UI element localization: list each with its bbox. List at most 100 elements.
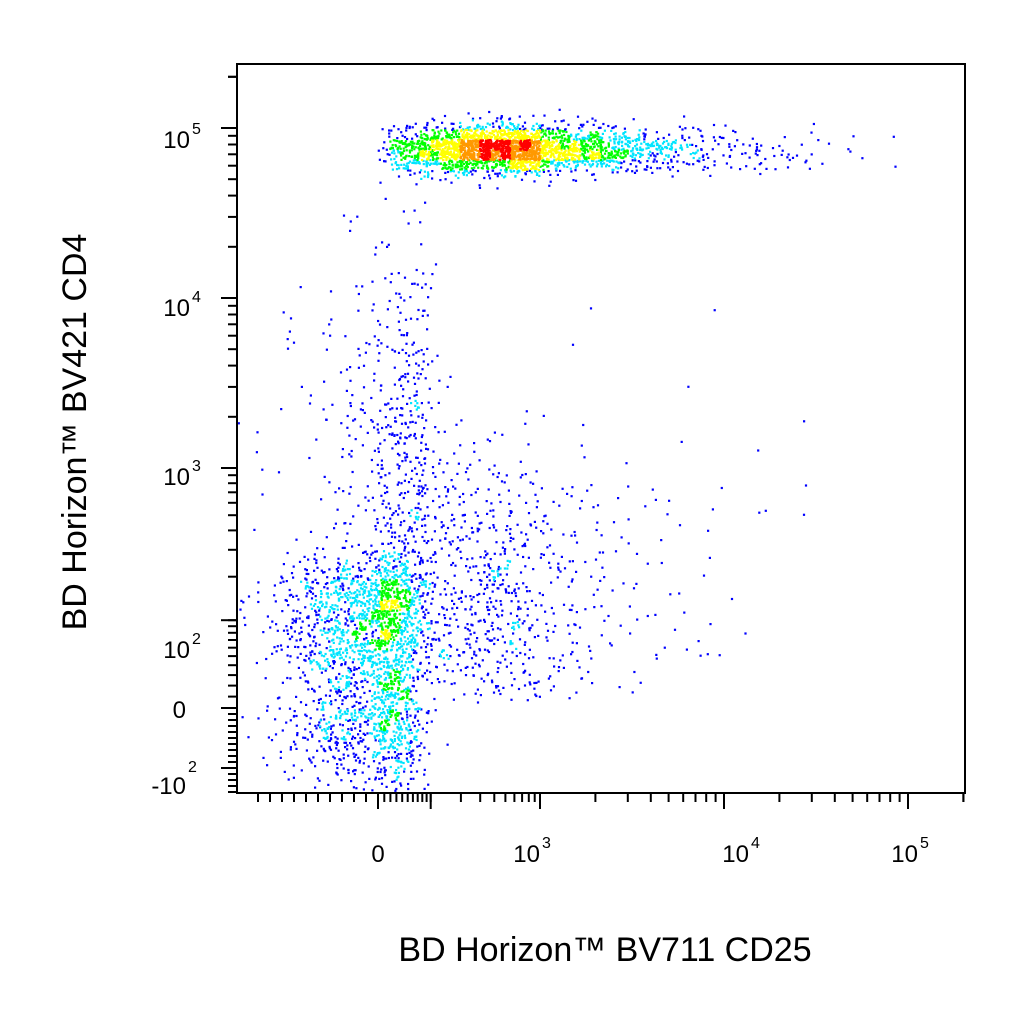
data-point: [593, 606, 596, 609]
data-point: [368, 556, 371, 559]
data-point: [461, 135, 464, 138]
data-point: [695, 151, 698, 154]
data-point: [365, 632, 368, 636]
data-point: [382, 615, 385, 618]
data-point: [652, 144, 656, 147]
data-point: [407, 642, 410, 646]
data-point: [340, 608, 343, 611]
data-point: [380, 598, 384, 602]
data-point: [351, 394, 354, 397]
data-point: [646, 562, 649, 565]
data-point: [644, 133, 647, 136]
data-point: [392, 683, 395, 686]
data-point: [295, 714, 298, 718]
data-point: [517, 624, 520, 627]
data-point: [529, 137, 532, 140]
data-point: [421, 583, 424, 586]
data-point: [288, 330, 291, 333]
data-point: [415, 390, 418, 393]
data-point: [372, 604, 375, 607]
data-point: [483, 571, 486, 574]
data-point: [374, 253, 377, 256]
data-point: [407, 787, 410, 791]
data-point: [398, 597, 401, 600]
data-point: [362, 581, 365, 584]
data-point: [373, 691, 376, 694]
data-point: [415, 183, 418, 186]
data-point: [326, 737, 329, 740]
data-point: [354, 769, 357, 772]
data-point: [269, 626, 272, 629]
data-point: [494, 172, 497, 175]
data-point: [580, 129, 583, 132]
data-point: [546, 522, 549, 525]
data-point: [629, 154, 632, 157]
data-point: [363, 709, 366, 712]
data-point: [311, 735, 314, 738]
data-point: [571, 578, 574, 581]
data-point: [361, 285, 364, 288]
data-point: [415, 738, 418, 742]
data-point: [686, 145, 689, 148]
data-point: [658, 146, 661, 149]
data-point: [356, 589, 359, 592]
data-point: [426, 448, 430, 451]
data-point: [357, 292, 360, 296]
data-point: [380, 605, 383, 608]
data-point: [424, 283, 427, 286]
data-point: [431, 156, 434, 159]
data-point: [341, 724, 344, 727]
data-point: [414, 573, 417, 576]
data-point: [393, 623, 396, 626]
data-point: [680, 146, 683, 149]
data-point: [330, 618, 333, 621]
data-point: [552, 141, 555, 144]
data-point: [481, 125, 484, 128]
data-point: [367, 578, 370, 581]
data-point: [314, 645, 317, 648]
data-point: [758, 163, 761, 166]
data-point: [280, 648, 283, 651]
data-point: [322, 408, 325, 411]
data-point: [362, 706, 365, 709]
data-point: [521, 473, 524, 477]
data-point: [443, 114, 447, 118]
data-point: [351, 582, 354, 585]
data-point: [503, 159, 506, 162]
data-point: [398, 712, 401, 715]
data-point: [433, 631, 436, 634]
data-point: [478, 592, 481, 596]
data-point: [354, 681, 357, 684]
data-point: [409, 604, 412, 607]
data-point: [514, 594, 518, 598]
data-point: [597, 153, 600, 157]
data-point: [567, 624, 570, 627]
data-point: [408, 674, 411, 677]
data-point: [396, 670, 399, 673]
data-point: [491, 628, 495, 631]
data-point: [608, 152, 611, 155]
data-point: [374, 755, 377, 758]
data-point: [334, 604, 337, 607]
data-point: [477, 620, 480, 623]
data-point: [345, 573, 348, 576]
data-point: [342, 658, 345, 661]
data-point: [339, 592, 342, 595]
data-point: [414, 639, 417, 642]
data-point: [568, 139, 571, 142]
data-point: [306, 616, 309, 619]
data-point: [374, 648, 377, 651]
data-point: [504, 548, 507, 551]
data-point: [399, 727, 402, 730]
data-point: [388, 695, 391, 698]
data-point: [387, 697, 390, 700]
data-point: [435, 135, 438, 139]
data-point: [401, 414, 404, 417]
data-point: [381, 617, 384, 620]
data-point: [512, 625, 515, 628]
data-point: [417, 308, 420, 312]
data-point: [547, 160, 551, 163]
data-point: [302, 736, 305, 739]
data-point: [400, 131, 403, 134]
data-point: [319, 725, 322, 728]
